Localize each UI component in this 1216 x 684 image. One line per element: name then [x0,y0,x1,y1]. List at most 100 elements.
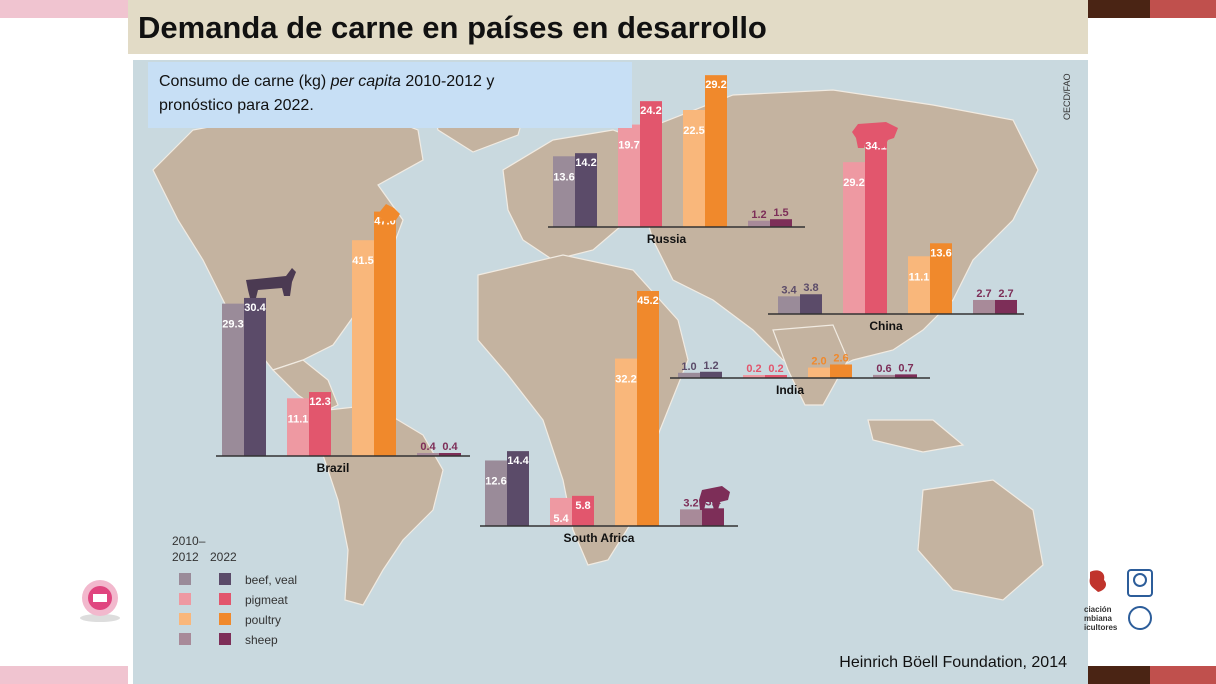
data-label-south-africa-poultry-0: 32.2 [615,374,636,386]
data-label-china-sheep-1: 2.7 [998,288,1013,300]
country-label-brazil: Brazil [317,461,350,475]
legend-swatch-2012-pigmeat [179,593,191,605]
chart-india: 1.0 1.2 0.2 0.2 2.0 2.6 0.6 0.7 India [670,352,930,397]
right-logos: ciación mbiana icultores [1084,566,1164,634]
legend-swatch-2012-poultry [179,613,191,625]
bar-china-beef-veal-0 [778,296,800,314]
bar-india-sheep-0 [873,374,895,378]
cow-icon [246,268,296,298]
subtitle-line-2: pronóstico para 2022. [159,97,314,114]
data-label-india-pigmeat-0: 0.2 [746,363,761,375]
legend-swatch-2022-pigmeat [219,593,231,605]
bar-brazil-poultry-0 [352,240,374,456]
data-label-china-poultry-0: 11.1 [909,271,930,283]
country-label-russia: Russia [647,232,687,246]
bar-china-pigmeat-0 [843,162,865,314]
legend-label-beef-veal: beef, veal [245,573,297,587]
bar-russia-poultry-1 [705,75,727,227]
logo-text-line-1: ciación [1084,605,1112,614]
bar-china-sheep-1 [995,299,1017,314]
bar-russia-poultry-0 [683,110,705,227]
chart-subtitle-box: Consumo de carne (kg) per capita 2010-20… [148,62,632,128]
bar-russia-sheep-1 [770,219,792,227]
data-label-south-africa-sheep-0: 3.2 [683,497,698,509]
bar-south-africa-pigmeat-0 [550,497,572,526]
bar-brazil-pigmeat-0 [287,398,309,456]
legend-header-a: 2010– [172,534,206,548]
bar-south-africa-sheep-1 [702,508,724,526]
accent-strip-top-red [1150,0,1216,18]
data-label-south-africa-poultry-1: 45.2 [637,295,658,307]
data-label-india-pigmeat-1: 0.2 [768,363,783,375]
data-label-south-africa-beef-veal-0: 12.6 [485,475,506,487]
data-label-russia-pigmeat-0: 19.7 [618,140,639,152]
data-label-south-africa-pigmeat-0: 5.4 [553,513,569,525]
data-label-china-sheep-0: 2.7 [976,288,991,300]
bar-brazil-pigmeat-1 [309,392,331,456]
data-label-russia-beef-veal-1: 14.2 [575,157,596,169]
legend-swatch-2012-beef-veal [179,573,191,585]
bar-south-africa-poultry-1 [637,290,659,526]
bar-brazil-beef-veal-0 [222,303,244,456]
bar-india-beef-veal-0 [678,372,700,378]
bar-brazil-poultry-1 [374,211,396,456]
data-label-russia-pigmeat-1: 24.2 [640,105,661,117]
data-label-brazil-beef-veal-1: 30.4 [244,302,266,314]
bar-china-poultry-1 [930,243,952,314]
bar-china-beef-veal-1 [800,294,822,314]
horse-icon [1089,570,1106,592]
data-label-russia-poultry-1: 29.2 [705,79,726,91]
bar-china-poultry-0 [908,256,930,314]
country-label-south-africa: South Africa [564,531,635,545]
bar-india-pigmeat-0 [743,375,765,378]
data-label-brazil-pigmeat-1: 12.3 [309,396,330,408]
data-label-russia-sheep-0: 1.2 [751,209,766,221]
data-label-india-beef-veal-0: 1.0 [681,361,696,373]
legend-label-poultry: poultry [245,613,281,627]
australia [917,479,1044,601]
bar-south-africa-pigmeat-1 [572,495,594,526]
data-label-russia-poultry-0: 22.5 [683,125,704,137]
bar-south-africa-beef-veal-0 [485,460,507,526]
bar-india-beef-veal-1 [700,371,722,378]
bar-south-africa-sheep-0 [680,509,702,526]
left-logo-icon [80,580,120,622]
slide-title-bar: Demanda de carne en países en desarrollo [128,0,1088,54]
bar-south-africa-beef-veal-1 [507,451,529,526]
data-label-russia-beef-veal-0: 13.6 [553,171,574,183]
chart-russia: 13.614.2 19.7 24.2 22.5 29.2 1.2 1.5 Russia [548,75,805,246]
bar-india-sheep-1 [895,374,917,378]
data-label-india-sheep-0: 0.6 [876,363,891,375]
legend-header-c: 2022 [210,550,237,564]
bar-russia-sheep-0 [748,220,770,227]
legend-swatch-2022-sheep [219,633,231,645]
subtitle-part-c: 2010-2012 y [400,73,495,90]
bar-india-poultry-0 [808,367,830,378]
bar-india-poultry-1 [830,364,852,378]
legend-swatch-2022-beef-veal [219,573,231,585]
logo-text-line-2: mbiana [1084,614,1113,623]
subtitle-per-capita: per capita [330,73,401,90]
data-label-south-africa-pigmeat-1: 5.8 [575,500,590,512]
sheep-icon [699,486,730,510]
legend-swatch-2012-sheep [179,633,191,645]
logo-text-line-3: icultores [1084,623,1118,632]
source-credit: Heinrich Böell Foundation, 2014 [839,654,1067,671]
data-label-india-beef-veal-1: 1.2 [703,360,718,372]
accent-strip-bottom-left [0,666,128,684]
legend-swatch-2022-poultry [219,613,231,625]
accent-strip-bottom-red [1150,666,1216,684]
bar-india-pigmeat-1 [765,375,787,378]
indonesia [867,419,965,453]
data-label-china-beef-veal-1: 3.8 [803,282,818,294]
pig-icon [852,122,898,148]
india-region [772,324,849,406]
data-label-russia-sheep-1: 1.5 [773,207,788,219]
accent-strip-top-left [0,0,128,18]
legend-label-pigmeat: pigmeat [245,593,288,607]
bar-brazil-sheep-1 [439,453,461,456]
bar-russia-pigmeat-0 [618,124,640,227]
